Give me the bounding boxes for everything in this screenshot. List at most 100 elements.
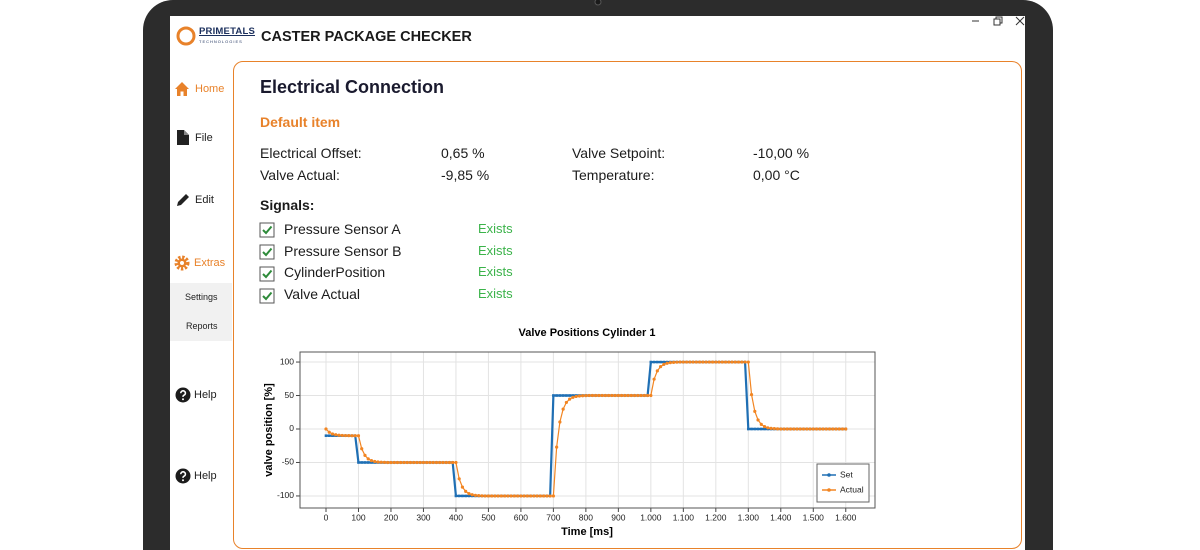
y-axis-label: valve position [%]: [263, 383, 275, 477]
data-point: [620, 393, 624, 398]
data-point: [499, 494, 504, 498]
data-point: [746, 360, 750, 364]
app-title: CASTER PACKAGE CHECKER: [261, 29, 472, 45]
data-point: [363, 461, 367, 464]
checkbox[interactable]: [259, 244, 275, 260]
checkbox[interactable]: [259, 222, 275, 238]
data-point: [574, 394, 578, 399]
data-point: [704, 360, 708, 364]
checkbox[interactable]: [259, 288, 275, 304]
data-point: [824, 427, 828, 431]
data-point: [571, 395, 575, 399]
checkbox[interactable]: [259, 266, 275, 282]
data-point: [688, 360, 692, 364]
nav-help[interactable]: Help: [194, 470, 217, 482]
data-point: [678, 360, 682, 364]
data-point: [747, 427, 750, 431]
data-point: [736, 360, 741, 364]
extras-icon: [174, 255, 190, 271]
help-icon: [175, 468, 191, 484]
legend-label: Actual: [840, 484, 864, 494]
data-point: [772, 427, 776, 431]
field-value: -10,00 %: [753, 145, 810, 161]
data-point: [801, 427, 806, 431]
data-point: [649, 360, 653, 364]
data-point: [392, 460, 396, 465]
data-point: [347, 434, 351, 438]
data-point: [717, 360, 721, 364]
x-tick-label: 1.000: [640, 512, 662, 522]
data-point: [324, 427, 328, 431]
data-point: [733, 360, 737, 364]
data-point: [525, 494, 530, 498]
data-point: [603, 393, 607, 398]
data-point: [775, 427, 780, 431]
close-button[interactable]: [1015, 16, 1025, 26]
legend-marker: [827, 488, 831, 492]
data-point: [740, 360, 744, 364]
data-point: [766, 426, 770, 430]
data-point: [607, 393, 611, 398]
data-point: [356, 434, 361, 438]
data-point: [665, 361, 669, 365]
nav-edit[interactable]: Edit: [195, 194, 214, 206]
data-point: [389, 460, 393, 465]
data-point: [798, 427, 802, 431]
nav-reports[interactable]: Reports: [186, 321, 218, 331]
data-point: [782, 427, 786, 431]
legend-marker: [827, 473, 831, 477]
nav-home[interactable]: Home: [195, 83, 225, 95]
data-point: [470, 493, 474, 497]
data-point: [382, 460, 387, 464]
window-controls: [972, 16, 1025, 26]
field-value: -9,85 %: [441, 167, 490, 183]
data-point: [405, 460, 409, 465]
data-point: [834, 427, 838, 431]
data-point: [662, 362, 666, 366]
data-point: [561, 407, 565, 411]
data-point: [564, 400, 568, 405]
data-point: [509, 494, 513, 498]
data-point: [568, 397, 572, 401]
data-point: [363, 453, 367, 457]
nav-extras[interactable]: Extras: [194, 257, 226, 269]
data-point: [542, 494, 546, 498]
data-point: [730, 360, 734, 364]
y-tick-label: 100: [280, 356, 294, 366]
data-point: [506, 494, 510, 498]
y-tick-label: -50: [282, 457, 295, 467]
data-point: [529, 494, 533, 498]
data-point: [431, 460, 435, 465]
data-point: [769, 426, 773, 430]
data-point: [366, 457, 370, 461]
data-point: [662, 360, 666, 364]
panel-subtitle: Default item: [260, 114, 341, 130]
data-point: [532, 494, 536, 498]
x-tick-label: 500: [481, 512, 495, 522]
data-point: [581, 394, 585, 398]
data-point: [659, 360, 662, 364]
data-point: [671, 360, 676, 364]
data-point: [376, 460, 380, 464]
data-point: [555, 445, 559, 449]
data-point: [633, 393, 637, 398]
data-point: [649, 393, 653, 398]
data-point: [577, 394, 581, 398]
nav-settings[interactable]: Settings: [185, 292, 218, 302]
signals-heading: Signals:: [260, 197, 315, 213]
file-icon: [177, 130, 189, 145]
signal-status: Exists: [478, 264, 513, 279]
data-point: [600, 393, 604, 398]
data-point: [814, 427, 819, 431]
data-point: [337, 433, 341, 437]
data-point: [811, 427, 815, 431]
y-tick-label: -100: [277, 490, 294, 500]
data-point: [496, 494, 500, 498]
legend-label: Set: [840, 469, 853, 479]
nav-file[interactable]: File: [195, 132, 213, 144]
restore-button[interactable]: [993, 16, 1003, 26]
data-point: [694, 360, 698, 364]
data-point: [821, 427, 825, 431]
data-point: [675, 360, 679, 364]
nav-help[interactable]: Help: [194, 389, 217, 401]
